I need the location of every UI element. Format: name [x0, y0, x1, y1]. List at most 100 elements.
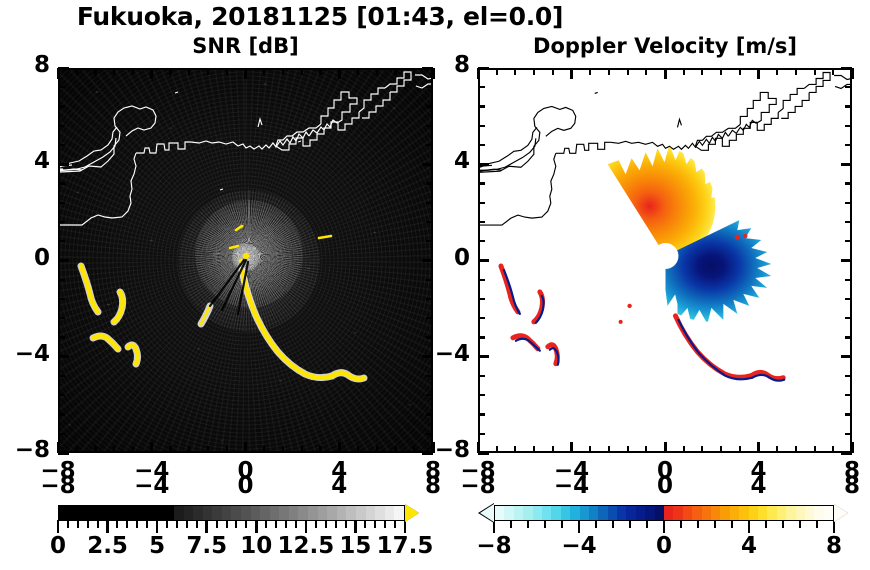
axis-minor-tick	[58, 374, 65, 378]
colorbar-tick	[662, 520, 666, 533]
axis-minor-tick	[533, 446, 536, 453]
axis-minor-tick	[845, 182, 852, 185]
axis-minor-tick	[58, 201, 65, 204]
doppler-colorbar[interactable]: −8 −4 0 4 8 −8 −4 0 4 8	[0, 473, 870, 570]
axis-minor-tick	[426, 317, 433, 320]
colorbar-tick	[403, 520, 407, 533]
xtick-label-doppler-3: 4	[750, 458, 767, 484]
axis-minor-tick	[738, 68, 741, 75]
axis-minor-tick	[682, 68, 685, 75]
colorbar-segment	[260, 506, 270, 520]
colorbar-tick	[304, 520, 308, 533]
axis-minor-tick	[478, 336, 485, 339]
axis-minor-tick	[319, 68, 322, 75]
axis-minor-tick	[426, 143, 433, 147]
axis-minor-tick	[845, 317, 852, 320]
colorbar-tick	[86, 520, 89, 528]
colorbar-tick	[175, 520, 178, 528]
colorbar-label-doppler-4: 8	[825, 533, 842, 559]
colorbar-tick	[166, 520, 169, 528]
colorbar-segment	[240, 506, 251, 520]
colorbar-segment	[59, 506, 69, 520]
colorbar-tick	[577, 520, 581, 533]
axis-minor-tick	[356, 68, 360, 75]
axis-minor-tick	[841, 259, 852, 262]
axis-minor-tick	[150, 68, 154, 79]
colorbar-segment	[173, 506, 184, 520]
axis-minor-tick	[478, 240, 485, 243]
colorbar-segment	[541, 506, 552, 520]
ytick-label-doppler-4: 8	[453, 52, 470, 78]
colorbar-segment	[626, 506, 636, 520]
axis-minor-tick	[845, 143, 852, 147]
axis-minor-tick	[426, 374, 433, 378]
colorbar-segment	[221, 506, 232, 520]
colorbar-segment	[588, 506, 599, 520]
colorbar-tick	[629, 520, 631, 528]
snr-colorbar-strip[interactable]	[58, 505, 405, 521]
colorbar-segment	[78, 506, 88, 520]
axis-minor-tick	[58, 124, 65, 127]
snr-plot	[58, 68, 433, 453]
doppler-colorbar-strip[interactable]	[494, 505, 834, 521]
axis-minor-tick	[845, 124, 852, 127]
axis-minor-tick	[244, 442, 247, 453]
colorbar-tick	[275, 520, 278, 528]
colorbar-tick	[384, 520, 387, 528]
colorbar-tick	[492, 520, 496, 533]
axis-minor-tick	[701, 446, 704, 453]
snr-colorbar[interactable]: 0 2.5 5 7.5 10 12.5 15 17.5 −8 −4 0 4 8	[0, 473, 870, 570]
colorbar-tick	[146, 520, 149, 528]
axis-minor-tick	[300, 68, 303, 75]
colorbar-tick	[510, 520, 512, 528]
colorbar-tick	[364, 520, 367, 528]
colorbar-segment	[106, 506, 117, 520]
axis-minor-tick	[478, 66, 489, 70]
xtick-label-doppler-1: −4	[553, 458, 590, 484]
colorbar-label-doppler-0: −8	[476, 533, 512, 559]
colorbar-tick	[747, 520, 751, 533]
colorbar-segment	[193, 506, 203, 520]
colorbar-tick	[116, 520, 119, 528]
axis-minor-tick	[188, 68, 191, 75]
axis-minor-tick	[394, 446, 397, 453]
axis-minor-tick	[845, 413, 852, 416]
axis-minor-tick	[589, 68, 592, 75]
ytick-label-snr-1: −4	[14, 340, 50, 367]
axis-minor-tick	[58, 182, 65, 185]
axis-minor-tick	[58, 432, 65, 435]
axis-minor-tick	[850, 442, 854, 453]
axis-minor-tick	[845, 432, 852, 435]
axis-minor-tick	[426, 201, 433, 204]
axis-minor-tick	[281, 68, 285, 75]
colorbar-tick	[215, 520, 218, 528]
axis-minor-tick	[94, 68, 97, 75]
axis-minor-tick	[841, 162, 852, 166]
colorbar-tick	[294, 520, 297, 528]
axis-minor-tick	[431, 68, 435, 79]
axis-minor-tick	[551, 68, 554, 75]
snr-coastline	[60, 71, 431, 226]
colorbar-segment	[645, 506, 655, 520]
axis-minor-tick	[422, 451, 433, 455]
axis-minor-tick	[663, 442, 667, 453]
axis-minor-tick	[58, 259, 69, 262]
ytick-label-snr-4: 8	[33, 52, 50, 78]
doppler-negative-lobe	[645, 210, 778, 322]
colorbar-segment	[523, 506, 533, 520]
axis-minor-tick	[58, 105, 65, 108]
axis-minor-tick	[58, 240, 65, 243]
colorbar-top-label-snr-3: 4	[331, 473, 348, 499]
colorbar-segment	[495, 506, 505, 520]
axis-minor-tick	[426, 432, 433, 435]
colorbar-tick	[76, 520, 79, 528]
axis-minor-tick	[56, 68, 60, 79]
axis-minor-tick	[701, 68, 704, 75]
colorbar-label-snr-6: 15	[339, 533, 372, 559]
axis-minor-tick	[375, 68, 378, 75]
axis-minor-tick	[337, 68, 341, 79]
axis-minor-tick	[645, 68, 648, 75]
colorbar-segment	[212, 506, 222, 520]
colorbar-segment	[126, 506, 136, 520]
axis-minor-tick	[757, 68, 760, 79]
